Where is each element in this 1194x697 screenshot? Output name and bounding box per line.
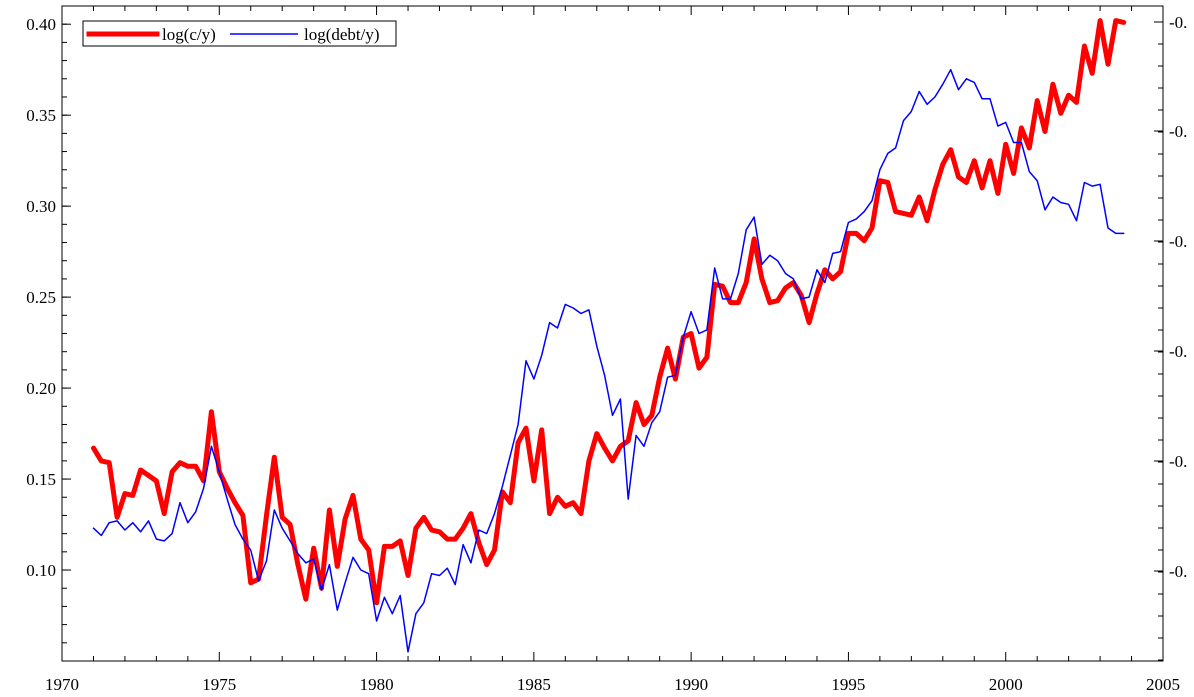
right-y-tick-label: -0. bbox=[1169, 562, 1187, 581]
right-y-tick-label: -0. bbox=[1169, 13, 1187, 32]
right-y-tick-label: -0. bbox=[1169, 452, 1187, 471]
series-line-1 bbox=[91, 18, 1127, 606]
y-tick-label: 0.10 bbox=[26, 561, 56, 580]
legend-label-log-c-y: log(c/y) bbox=[162, 25, 216, 44]
right-y-tick-label: -0. bbox=[1169, 122, 1187, 141]
x-tick-label: 1995 bbox=[831, 675, 865, 694]
x-tick-label: 1985 bbox=[517, 675, 551, 694]
x-tick-label: 2000 bbox=[989, 675, 1023, 694]
x-tick-label: 1970 bbox=[45, 675, 79, 694]
x-tick-label: 1990 bbox=[674, 675, 708, 694]
x-tick-label: 1980 bbox=[360, 675, 394, 694]
x-tick-label: 1975 bbox=[202, 675, 236, 694]
series-line-2 bbox=[92, 68, 1125, 653]
y-tick-label: 0.40 bbox=[26, 15, 56, 34]
legend: log(c/y) log(debt/y) bbox=[82, 20, 397, 47]
axes-layer: 1970 1975 1980 1985 1990 1995 2000 2005 0.10 0.15… bbox=[26, 5, 1187, 694]
y-tick-label: 0.25 bbox=[26, 288, 56, 307]
y-tick-label: 0.15 bbox=[26, 470, 56, 489]
right-y-tick-label: -0. bbox=[1169, 342, 1187, 361]
x-tick-label: 2005 bbox=[1146, 675, 1180, 694]
series-layer bbox=[91, 18, 1127, 653]
y-tick-label: 0.35 bbox=[26, 106, 56, 125]
right-y-tick-label: -0. bbox=[1169, 232, 1187, 251]
y-tick-label: 0.30 bbox=[26, 197, 56, 216]
y-tick-label: 0.20 bbox=[26, 379, 56, 398]
legend-label-log-debt-y: log(debt/y) bbox=[304, 25, 380, 44]
